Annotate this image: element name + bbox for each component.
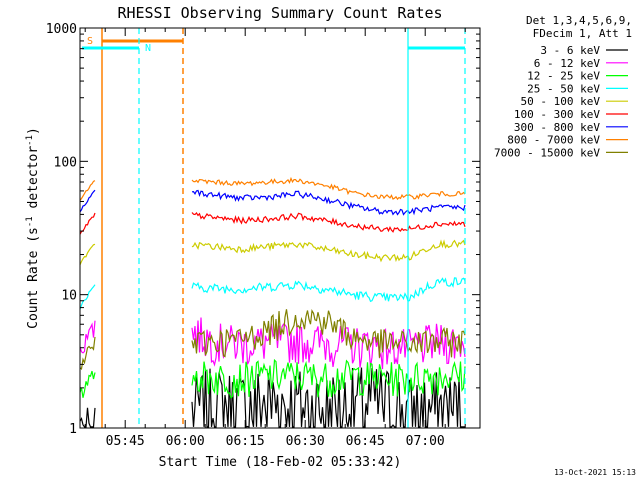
saa-flag-label: S: [87, 36, 93, 47]
data-layer: SN: [79, 28, 466, 428]
footer-date: 13-Oct-2021 15:13: [554, 468, 636, 477]
series-line: [191, 239, 466, 263]
legend-label: 12 - 25 keV: [527, 70, 600, 83]
series-line: [191, 176, 466, 201]
legend-label: 800 - 7000 keV: [507, 134, 600, 147]
series-line-early: [79, 370, 96, 398]
legend-label: 300 - 800 keV: [514, 121, 600, 134]
x-axis-label: Start Time (18-Feb-02 05:33:42): [159, 455, 402, 470]
y-label-part: Count Rate (s: [26, 227, 41, 329]
x-tick-label: 06:45: [346, 434, 385, 449]
legend-header-line: Det 1,3,4,5,6,9,: [526, 14, 632, 27]
y-label-sup: -1: [25, 216, 35, 227]
chart-title: RHESSI Observing Summary Count Rates: [117, 4, 442, 22]
legend-label: 3 - 6 keV: [540, 44, 600, 57]
series-line-early: [79, 407, 96, 428]
y-axis-label: Count Rate (s-1 detector-1): [25, 127, 41, 329]
y-label-sup: -1: [25, 135, 35, 146]
series-line: [191, 317, 466, 370]
legend-label: 50 - 100 keV: [521, 95, 601, 108]
y-tick-label: 1000: [46, 22, 77, 37]
series-line: [191, 212, 466, 233]
y-label-part: detector: [26, 146, 41, 217]
series-line-early: [79, 189, 96, 213]
night-flag-label: N: [145, 43, 151, 54]
x-tick-label: 06:15: [226, 434, 265, 449]
series-line-early: [79, 336, 96, 370]
y-axis-ticks: 1 10 100 1000: [46, 22, 480, 437]
series-line-early: [79, 284, 96, 310]
series-line: [191, 189, 466, 216]
x-tick-label: 07:00: [406, 434, 445, 449]
legend-label: 25 - 50 keV: [527, 82, 600, 95]
series-line-early: [79, 180, 96, 201]
x-tick-label: 05:45: [106, 434, 145, 449]
y-tick-label: 100: [54, 155, 77, 170]
legend-label: 7000 - 15000 keV: [494, 146, 600, 159]
x-axis-ticks: 05:45 06:00 06:15 06:30 06:45 07:00: [84, 28, 466, 449]
y-label-part: ): [26, 127, 41, 135]
series-line-early: [79, 243, 96, 265]
series-line: [191, 358, 466, 399]
legend-label: 100 - 300 keV: [514, 108, 600, 121]
x-tick-label: 06:00: [166, 434, 205, 449]
x-tick-label: 06:30: [286, 434, 325, 449]
legend-header-line: FDecim 1, Att 1: [533, 27, 632, 40]
series-line: [191, 277, 466, 303]
series-line: [191, 309, 466, 358]
series-line-early: [79, 320, 96, 354]
legend: Det 1,3,4,5,6,9, FDecim 1, Att 1 3 - 6 k…: [494, 14, 632, 159]
plot-frame: [79, 27, 481, 429]
y-tick-label: 1: [69, 422, 77, 437]
y-tick-label: 10: [61, 289, 77, 304]
legend-label: 6 - 12 keV: [534, 57, 601, 70]
